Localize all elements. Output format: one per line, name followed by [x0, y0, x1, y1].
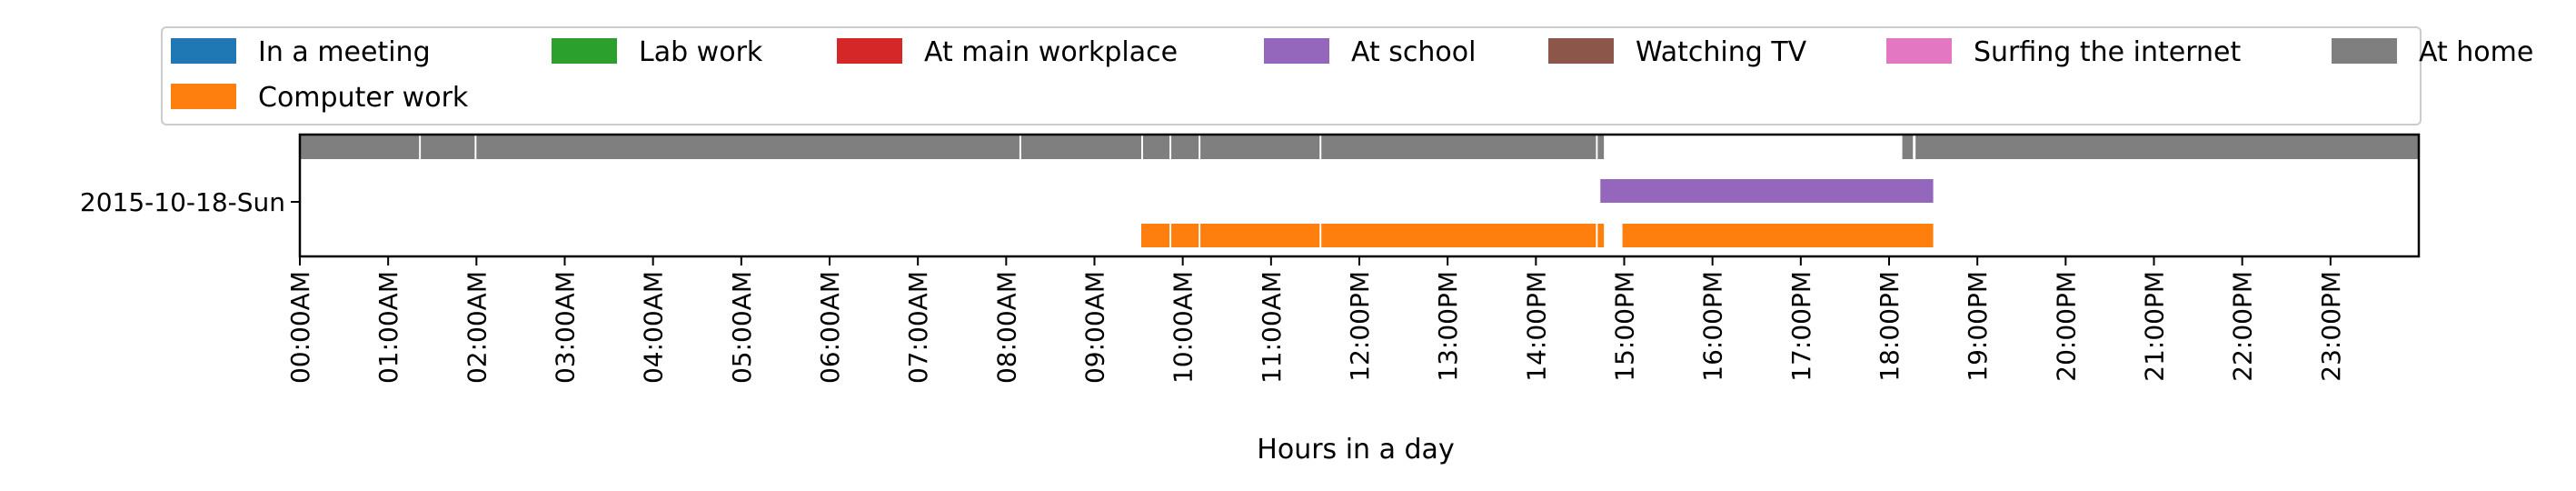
- legend-label-computer-work: Computer work: [258, 82, 469, 114]
- bar-computer-work-5: [1622, 224, 1934, 247]
- x-tick-label: 19:00PM: [1963, 271, 1993, 382]
- legend-swatch-computer-work: [171, 84, 236, 109]
- y-tick-label: 2015-10-18-Sun: [80, 187, 285, 217]
- legend-swatch-lab-work: [552, 38, 617, 64]
- bar-at-home-8: [1597, 135, 1605, 159]
- x-tick-label: 15:00PM: [1610, 271, 1640, 382]
- x-tick-label: 04:00AM: [639, 271, 669, 384]
- legend-swatch-in-a-meeting: [171, 38, 236, 64]
- bar-at-home-10: [1915, 135, 2419, 159]
- x-tick-label: 23:00PM: [2316, 271, 2346, 382]
- x-tick-label: 06:00AM: [815, 271, 845, 384]
- bar-at-home-7: [1321, 135, 1596, 159]
- x-tick-label: 13:00PM: [1433, 271, 1463, 382]
- x-tick-label: 08:00AM: [991, 271, 1021, 384]
- legend-swatch-at-school: [1264, 38, 1329, 64]
- y-axis: 2015-10-18-Sun: [80, 187, 300, 217]
- x-tick-label: 16:00PM: [1698, 271, 1728, 382]
- x-tick-label: 09:00AM: [1080, 271, 1110, 384]
- bar-computer-work-4: [1597, 224, 1605, 247]
- legend-swatch-surfing-the-internet: [1886, 38, 1952, 64]
- bar-computer-work-3: [1321, 224, 1596, 247]
- x-tick-label: 18:00PM: [1875, 271, 1905, 382]
- x-tick-label: 14:00PM: [1521, 271, 1551, 382]
- bar-computer-work-0: [1140, 224, 1170, 247]
- bar-at-home-4: [1142, 135, 1170, 159]
- legend-frame: [161, 26, 2422, 125]
- legend-label-at-main-workplace: At main workplace: [924, 36, 1178, 68]
- x-tick-label: 12:00PM: [1345, 271, 1375, 382]
- bar-at-home-6: [1200, 135, 1320, 159]
- x-tick-label: 22:00PM: [2228, 271, 2258, 382]
- x-tick-label: 21:00PM: [2140, 271, 2170, 382]
- bar-at-home-3: [1020, 135, 1141, 159]
- bar-at-home-1: [421, 135, 475, 159]
- x-tick-label: 01:00AM: [373, 271, 403, 384]
- x-tick-label: 00:00AM: [285, 271, 315, 384]
- bar-computer-work-1: [1171, 224, 1199, 247]
- bar-computer-work-2: [1200, 224, 1320, 247]
- bar-at-home-5: [1171, 135, 1199, 159]
- x-tick-label: 05:00AM: [727, 271, 757, 384]
- bar-at-home-2: [476, 135, 1019, 159]
- legend-label-at-school: At school: [1351, 36, 1476, 68]
- bar-at-home-9: [1902, 135, 1914, 159]
- x-tick-label: 10:00AM: [1169, 271, 1198, 384]
- legend-label-watching-tv: Watching TV: [1636, 36, 1807, 68]
- bar-at-school-0: [1600, 179, 1934, 203]
- legend-label-at-home: At home: [2419, 36, 2533, 68]
- legend-label-in-a-meeting: In a meeting: [258, 36, 431, 68]
- legend: In a meeting Computer work Lab work At main…: [161, 26, 2533, 125]
- legend-label-surfing-the-internet: Surfing the internet: [1974, 36, 2241, 68]
- x-tick-label: 02:00AM: [462, 271, 492, 384]
- legend-label-lab-work: Lab work: [639, 36, 763, 68]
- x-tick-label: 20:00PM: [2051, 271, 2081, 382]
- legend-swatch-at-main-workplace: [837, 38, 902, 64]
- x-tick-label: 07:00AM: [903, 271, 933, 384]
- legend-swatch-watching-tv: [1548, 38, 1614, 64]
- x-tick-label: 17:00PM: [1786, 271, 1816, 382]
- x-axis: 00:00AM 01:00AM 02:00AM 03:00AM 04:00AM 05:00…: [285, 256, 2346, 384]
- legend-swatch-at-home: [2332, 38, 2397, 64]
- x-tick-label: 11:00AM: [1257, 271, 1287, 384]
- x-axis-title: Hours in a day: [1257, 434, 1454, 466]
- bar-at-home-0: [300, 135, 420, 159]
- plot-area: [298, 133, 2421, 258]
- x-tick-label: 03:00AM: [551, 271, 581, 384]
